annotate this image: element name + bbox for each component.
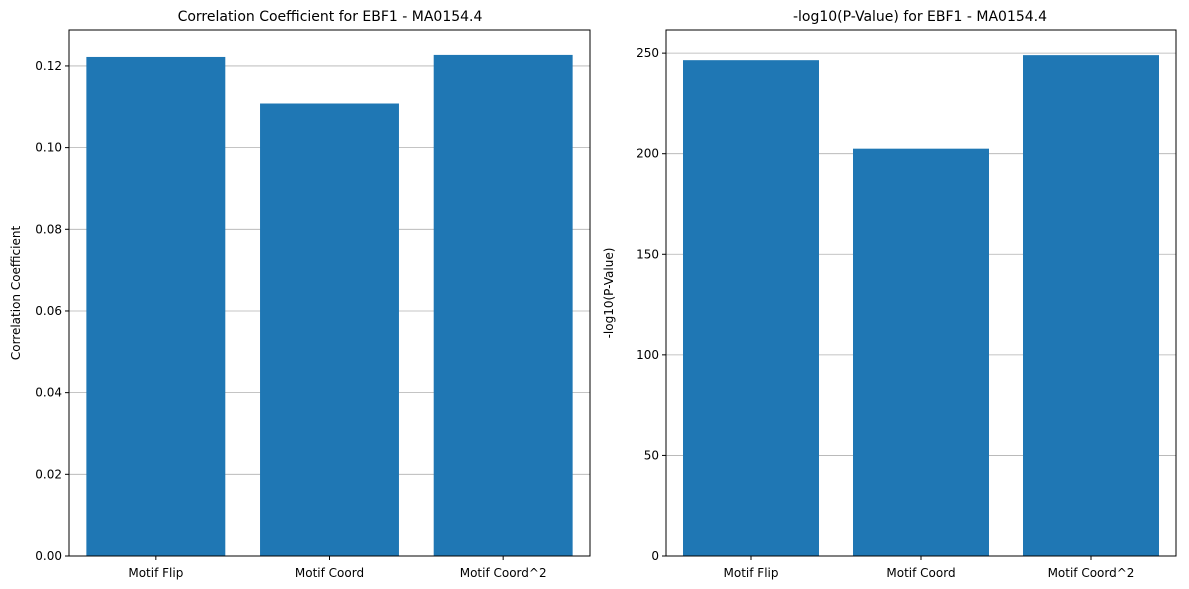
y-tick-label: 100 [636,348,659,362]
y-axis-label: -log10(P-Value) [602,248,616,339]
plot-area: 0.00 0.02 0.04 0.06 0.08 0.10 0.12 Motif Flip Mo… [35,29,591,580]
plot-area: 0 50 100 150 200 250 Motif Flip Motif Coord Moti… [636,29,1177,580]
x-tick-label: Motif Coord [886,566,955,580]
y-tick-label: 200 [636,147,659,161]
bar [260,103,399,557]
y-tick-label: 0.10 [35,141,62,155]
bar [1023,55,1159,556]
y-axis-label: Correlation Coefficient [9,226,23,361]
x-tick-label: Motif Flip [128,566,183,580]
correlation-chart-panel: Correlation Coefficient for EBF1 - MA015… [9,9,591,580]
y-tick-label: 150 [636,247,659,261]
y-tick-label: 0.08 [35,222,62,236]
x-tick-label: Motif Coord^2 [1048,566,1135,580]
y-tick-label: 0.00 [35,549,62,563]
x-tick-label: Motif Coord^2 [460,566,547,580]
y-tick-label: 0.06 [35,304,62,318]
y-tick-label: 50 [644,448,659,462]
y-tick-label: 250 [636,46,659,60]
bar [86,56,226,556]
y-tick-label: 0.04 [35,386,62,400]
chart-title: Correlation Coefficient for EBF1 - MA015… [178,9,483,25]
bar [683,60,819,556]
bar [853,148,989,556]
bar [433,54,573,556]
y-tick-label: 0 [651,549,659,563]
y-tick-label: 0.12 [35,59,62,73]
x-tick-label: Motif Flip [724,566,779,580]
chart-title: -log10(P-Value) for EBF1 - MA0154.4 [793,9,1047,25]
y-tick-label: 0.02 [35,467,62,481]
x-tick-label: Motif Coord [295,566,364,580]
pvalue-chart-panel: -log10(P-Value) for EBF1 - MA0154.4 -log… [602,9,1177,580]
